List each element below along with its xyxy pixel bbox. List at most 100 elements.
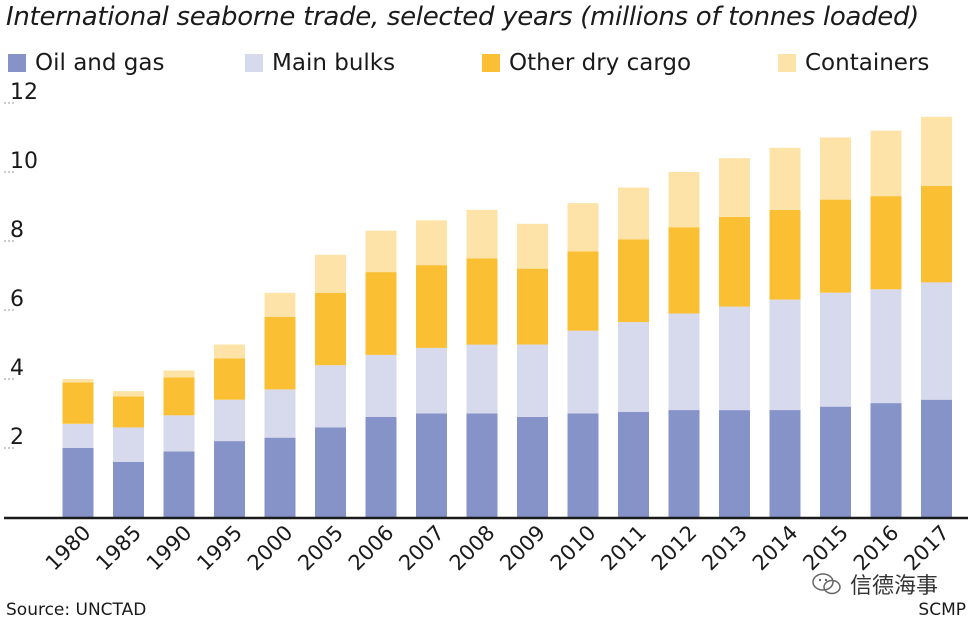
x-tick-label: 2012 <box>647 521 702 576</box>
bar-containers <box>315 254 346 293</box>
legend-label-containers: Containers <box>805 50 930 76</box>
bar-main-bulks <box>62 423 94 448</box>
bar-oil-and-gas <box>769 410 801 517</box>
bar-oil-and-gas <box>113 461 144 517</box>
x-tick-label: 2000 <box>243 521 298 576</box>
bar-main-bulks <box>668 313 700 410</box>
bar-main-bulks <box>567 330 599 414</box>
chart-title: International seaborne trade, selected y… <box>6 2 920 32</box>
bar-other-dry-cargo <box>870 196 902 290</box>
bar-other-dry-cargo <box>618 239 649 323</box>
bar-containers <box>769 147 801 210</box>
y-tick-label: 6 <box>10 287 24 312</box>
bar-other-dry-cargo <box>163 377 195 416</box>
bar-other-dry-cargo <box>62 382 94 424</box>
bar-oil-and-gas <box>921 399 952 517</box>
bar-other-dry-cargo <box>466 258 498 345</box>
x-tick-label: 1980 <box>41 521 96 576</box>
bar-main-bulks <box>416 347 447 414</box>
bar-main-bulks <box>769 299 801 410</box>
bar-containers <box>618 187 649 240</box>
bar-main-bulks <box>163 415 195 452</box>
bar-main-bulks <box>719 306 750 411</box>
bar-oil-and-gas <box>618 411 649 517</box>
bar-main-bulks <box>820 292 851 407</box>
bar-containers <box>567 203 599 252</box>
bar-other-dry-cargo <box>315 292 346 366</box>
legend-swatch-oil <box>8 54 26 72</box>
bar-oil-and-gas <box>163 451 195 517</box>
bar-containers <box>113 391 144 397</box>
legend-item-oil: Oil and gas <box>8 50 164 76</box>
source-note: Source: UNCTAD <box>6 600 147 620</box>
bar-other-dry-cargo <box>416 265 447 348</box>
x-tick-label: 1985 <box>91 521 146 576</box>
credit-note: SCMP <box>918 600 966 620</box>
bar-oil-and-gas <box>820 406 851 517</box>
bar-oil-and-gas <box>416 413 447 517</box>
bar-containers <box>416 220 447 266</box>
x-tick-label: 2005 <box>293 521 348 576</box>
x-tick-label: 2014 <box>748 521 803 576</box>
x-tick-label: 2009 <box>495 521 550 576</box>
bar-main-bulks <box>618 322 649 412</box>
bar-containers <box>668 172 700 228</box>
bar-other-dry-cargo <box>567 251 599 331</box>
x-tick-label: 2006 <box>344 521 399 576</box>
legend-label-bulks: Main bulks <box>272 50 396 76</box>
bar-other-dry-cargo <box>719 216 750 307</box>
x-tick-label: 2011 <box>596 521 651 576</box>
legend: Oil and gas Main bulks Other dry cargo C… <box>0 50 972 80</box>
bar-other-dry-cargo <box>769 209 801 300</box>
watermark: 信德海事 <box>812 568 938 600</box>
bar-containers <box>365 230 397 273</box>
bar-other-dry-cargo <box>214 358 245 400</box>
bar-oil-and-gas <box>315 427 346 517</box>
bar-containers <box>820 137 851 200</box>
bar-containers <box>62 379 94 383</box>
bar-containers <box>870 130 902 197</box>
bar-main-bulks <box>870 289 902 404</box>
bar-oil-and-gas <box>870 403 902 517</box>
watermark-text: 信德海事 <box>850 574 939 599</box>
legend-item-other: Other dry cargo <box>482 50 691 76</box>
bar-main-bulks <box>214 399 245 442</box>
bar-main-bulks <box>921 282 952 400</box>
legend-swatch-other <box>482 54 500 72</box>
bar-main-bulks <box>113 427 144 462</box>
bar-oil-and-gas <box>719 410 750 517</box>
bar-other-dry-cargo <box>113 396 144 428</box>
bar-oil-and-gas <box>668 410 700 517</box>
y-tick-label: 8 <box>10 218 24 243</box>
x-tick-label: 2008 <box>445 521 500 576</box>
x-tick-label: 1990 <box>142 521 197 576</box>
bar-oil-and-gas <box>365 416 397 517</box>
legend-label-oil: Oil and gas <box>35 50 165 76</box>
y-tick-label: 10 <box>10 149 38 174</box>
bar-containers <box>264 292 296 317</box>
bar-containers <box>214 344 245 359</box>
bar-containers <box>921 116 952 186</box>
bar-main-bulks <box>315 365 346 428</box>
bar-other-dry-cargo <box>517 268 548 345</box>
bar-main-bulks <box>466 344 498 414</box>
bar-oil-and-gas <box>264 437 296 517</box>
bar-containers <box>517 223 548 269</box>
bar-main-bulks <box>264 389 296 438</box>
bar-other-dry-cargo <box>668 227 700 314</box>
legend-label-other: Other dry cargo <box>509 50 692 76</box>
bar-other-dry-cargo <box>921 185 952 283</box>
y-tick-label: 12 <box>10 80 38 105</box>
bar-containers <box>466 209 498 259</box>
x-tick-label: 2010 <box>546 521 601 576</box>
bar-containers <box>163 370 195 378</box>
bar-main-bulks <box>365 354 397 417</box>
legend-item-containers: Containers <box>778 50 929 76</box>
legend-item-bulks: Main bulks <box>245 50 395 76</box>
bar-oil-and-gas <box>62 448 94 517</box>
bar-oil-and-gas <box>517 416 548 517</box>
x-tick-label: 1995 <box>192 521 247 576</box>
bar-other-dry-cargo <box>264 316 296 390</box>
bar-oil-and-gas <box>214 441 245 517</box>
